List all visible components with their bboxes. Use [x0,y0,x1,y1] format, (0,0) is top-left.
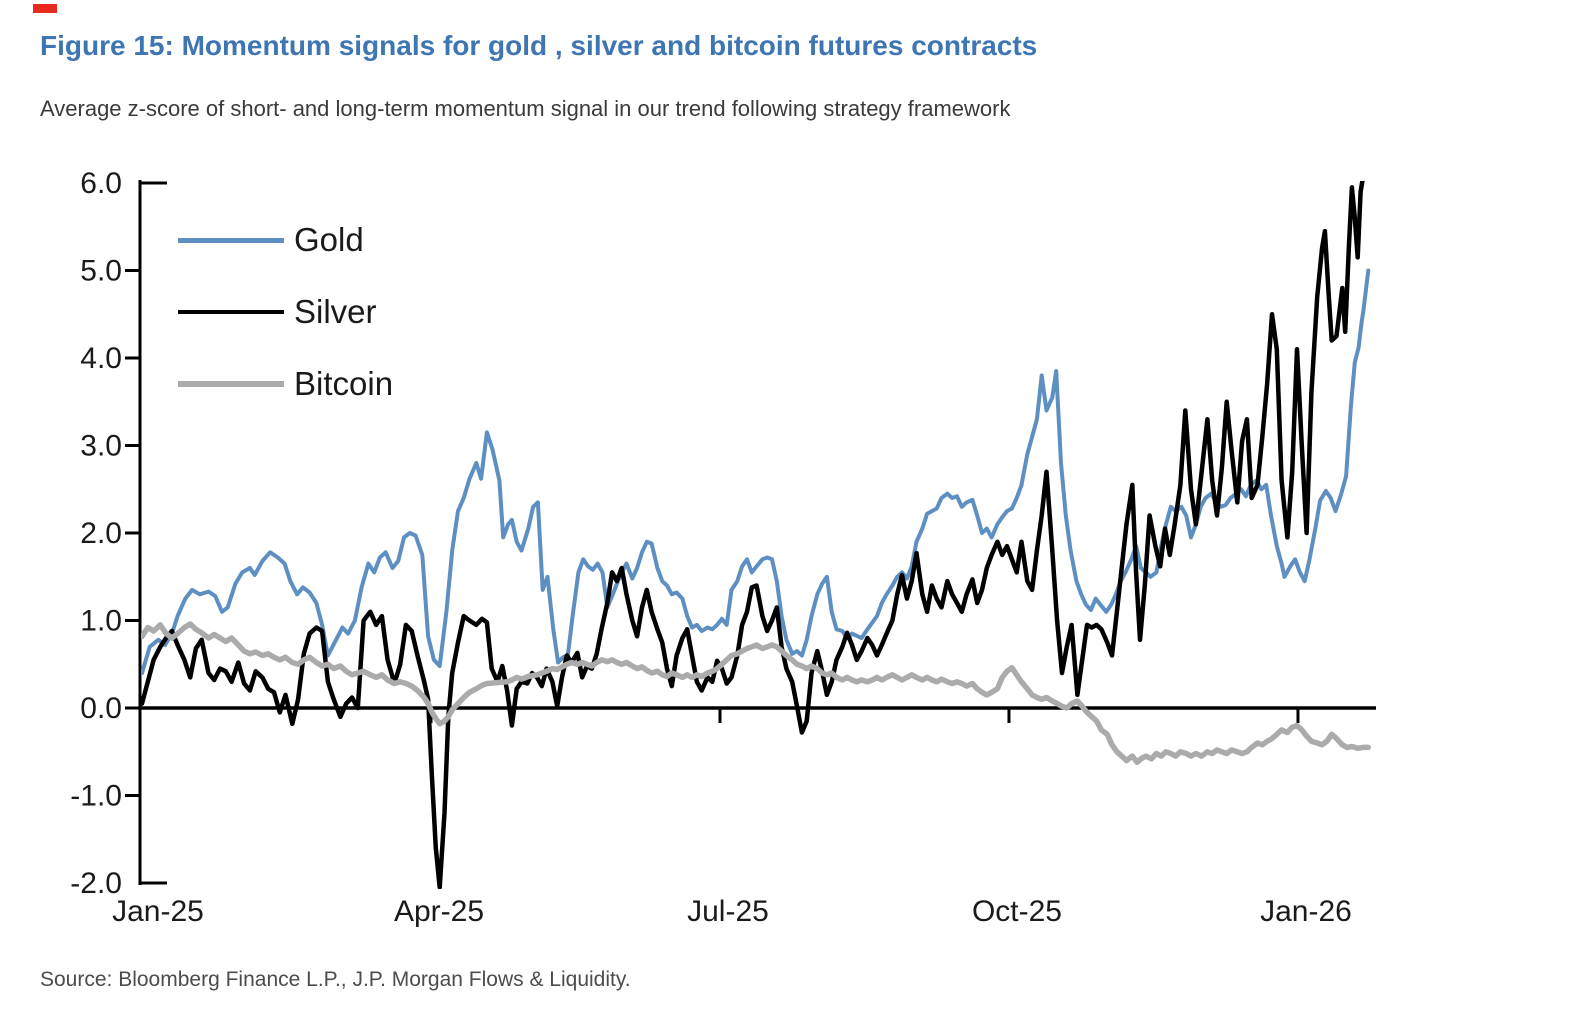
silver-legend-swatch [178,310,284,314]
red-marker [33,4,57,13]
x-tick-label: Jan-25 [112,895,204,928]
silver-line [141,181,1365,889]
chart-legend: Gold Silver Bitcoin [178,204,393,420]
y-tick-label: 4.0 [80,342,122,375]
y-tick-label: 3.0 [80,430,122,463]
figure-title: Figure 15: Momentum signals for gold , s… [40,30,1038,61]
y-tick-label: 2.0 [80,517,122,550]
gold-line [141,268,1371,675]
legend-item-silver: Silver [178,276,393,348]
y-tick-label: 6.0 [80,167,122,200]
x-tick-label: Jul-25 [687,895,769,928]
y-tick-label: -1.0 [70,780,122,813]
bitcoin-line [141,621,1372,766]
legend-label: Gold [294,221,364,258]
y-tick-label: -2.0 [70,867,122,900]
legend-item-bitcoin: Bitcoin [178,348,393,420]
y-tick-label: 5.0 [80,255,122,288]
y-tick-label: 0.0 [80,692,122,725]
figure-subtitle: Average z-score of short- and long-term … [40,96,1011,121]
x-tick-label: Oct-25 [972,895,1062,928]
y-tick-label: 1.0 [80,605,122,638]
x-tick-label: Apr-25 [394,895,484,928]
legend-label: Silver [294,293,377,330]
gold-legend-swatch [178,237,284,243]
legend-item-gold: Gold [178,204,393,276]
bitcoin-legend-swatch [178,381,284,387]
x-tick-label: Jan-26 [1260,895,1352,928]
figure-source: Source: Bloomberg Finance L.P., J.P. Mor… [40,968,631,991]
legend-label: Bitcoin [294,365,394,402]
